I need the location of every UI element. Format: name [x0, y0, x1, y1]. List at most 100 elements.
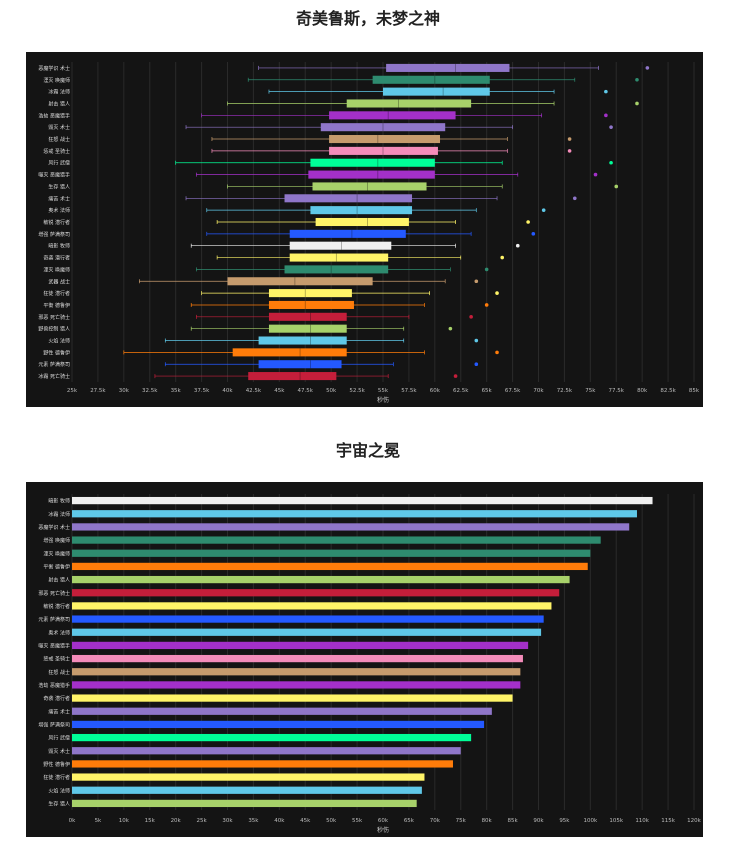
x-tick-label: 32.5k — [142, 388, 158, 394]
y-category-label: 邪恶 死亡骑士 — [38, 590, 70, 597]
x-tick-label: 25k — [196, 818, 207, 824]
y-category-label: 奥术 法师 — [48, 207, 70, 214]
box-outlier — [448, 326, 453, 331]
box — [329, 135, 441, 144]
box-outlier — [614, 184, 619, 189]
y-category-label: 湮灭 唤魔师 — [43, 266, 70, 273]
x-tick-label: 65k — [482, 388, 493, 394]
box-outlier — [645, 66, 650, 70]
y-category-label: 敏锐 潜行者 — [43, 603, 70, 610]
x-tick-label: 0k — [69, 818, 76, 824]
box-outlier — [531, 232, 536, 236]
box-outlier — [515, 243, 520, 248]
x-tick-label: 115k — [661, 818, 675, 824]
x-tick-label: 45k — [274, 388, 285, 394]
x-axis-label: 秒伤 — [377, 826, 389, 834]
x-tick-label: 10k — [119, 818, 130, 824]
box-outlier — [567, 137, 572, 141]
x-tick-label: 50k — [326, 818, 337, 824]
box-outlier — [526, 220, 530, 224]
y-category-label: 奇袭 潜行者 — [43, 255, 70, 262]
x-tick-label: 70k — [533, 388, 544, 394]
box — [329, 146, 438, 155]
y-category-label: 火焰 法师 — [48, 787, 70, 794]
box-outlier — [495, 291, 499, 295]
y-category-label: 狂徒 潜行者 — [43, 774, 70, 781]
box-outlier — [474, 338, 479, 343]
x-tick-label: 70k — [430, 818, 441, 824]
bar — [72, 654, 523, 663]
bar — [72, 641, 529, 650]
box — [258, 336, 347, 345]
bar — [72, 496, 653, 505]
box — [284, 265, 389, 274]
x-tick-label: 72.5k — [557, 388, 573, 394]
box — [312, 182, 427, 191]
bar — [72, 602, 552, 610]
x-tick-label: 75k — [585, 388, 596, 394]
bar — [72, 773, 425, 781]
box — [232, 348, 347, 357]
y-category-label: 增强 萨满祭司 — [38, 231, 70, 238]
bar — [72, 760, 453, 768]
x-tick-label: 60k — [430, 388, 441, 394]
box — [248, 372, 337, 381]
box-outlier — [484, 267, 489, 272]
y-category-label: 野兽控制 猎人 — [38, 326, 70, 333]
x-tick-label: 65k — [404, 818, 415, 824]
y-category-label: 痛苦 术士 — [48, 195, 70, 202]
y-category-label: 风行 武僧 — [48, 160, 70, 167]
bar — [72, 575, 570, 584]
box-outlier — [474, 362, 479, 367]
bar-chart: 0k 5k 10k 15k 20k 25k 30k 35k 40k 45k 50k 55k 60k 65k… — [38, 494, 702, 834]
box — [386, 63, 510, 72]
y-category-label: 邪恶 死亡骑士 — [38, 314, 70, 321]
x-tick-label: 95k — [559, 818, 570, 824]
box-outlier — [453, 374, 458, 378]
x-tick-label: 30k — [222, 818, 233, 824]
boxplot-chart: 25k 27.5k 30k 32.5k 35k 37.5k 40k 42.5k 45k 47.5k… — [38, 62, 700, 404]
y-category-label: 狂怒 战士 — [48, 669, 70, 676]
y-category-label: 冰霜 法师 — [48, 89, 70, 96]
box-outlier — [495, 350, 499, 355]
y-category-label: 生存 猎人 — [48, 800, 70, 807]
x-tick-label: 47.5k — [298, 388, 314, 394]
box — [310, 206, 413, 215]
x-tick-label: 80k — [637, 388, 648, 394]
x-tick-label: 110k — [635, 818, 649, 824]
bar — [72, 628, 542, 636]
y-category-label: 痛苦 术士 — [48, 708, 70, 715]
box-outlier — [609, 160, 613, 165]
x-axis-label: 秒伤 — [377, 396, 389, 404]
box — [346, 99, 472, 108]
y-category-label: 恶魔学识 术士 — [38, 524, 70, 531]
x-tick-label: 40k — [274, 818, 285, 824]
x-tick-label: 105k — [609, 818, 623, 824]
x-tick-label: 5k — [95, 818, 102, 824]
y-category-label: 毁灭 术士 — [48, 124, 70, 131]
bar — [72, 747, 461, 755]
box — [268, 300, 354, 309]
box — [258, 360, 342, 369]
box-outlier — [469, 315, 473, 319]
box — [372, 75, 490, 84]
y-category-label: 奥术 法师 — [48, 629, 70, 636]
box — [227, 277, 373, 286]
box-outlier — [609, 125, 613, 129]
x-tick-label: 75k — [456, 818, 467, 824]
y-category-label: 暗影 牧师 — [48, 243, 70, 250]
box-outlier — [500, 255, 505, 260]
box — [268, 289, 352, 298]
y-category-label: 湮灭 唤魔师 — [43, 77, 70, 84]
bar — [72, 510, 637, 518]
y-category-label: 敏锐 潜行者 — [43, 219, 70, 226]
bar — [72, 681, 521, 689]
x-tick-label: 57.5k — [401, 388, 417, 394]
y-category-label: 元素 萨满祭司 — [38, 361, 70, 368]
y-category-label: 冰霜 死亡骑士 — [38, 373, 70, 380]
y-category-label: 元素 萨满祭司 — [38, 616, 70, 623]
box — [289, 229, 406, 238]
y-category-label: 野性 德鲁伊 — [43, 761, 70, 768]
y-category-label: 湮灭 唤魔师 — [43, 550, 70, 557]
bar — [72, 707, 492, 715]
